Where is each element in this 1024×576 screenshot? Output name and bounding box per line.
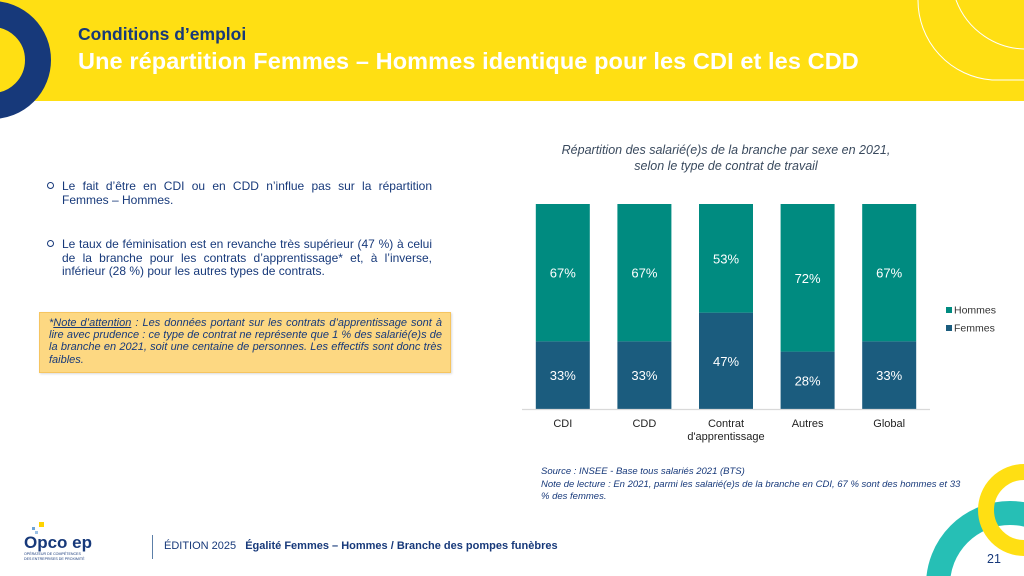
bar-femmes bbox=[780, 351, 835, 409]
bar-femmes bbox=[535, 341, 590, 409]
page-title: Une répartition Femmes – Hommes identiqu… bbox=[78, 48, 859, 74]
footer-subject: Égalité Femmes – Hommes / Branche des po… bbox=[245, 540, 558, 552]
bullet-circle-icon bbox=[47, 240, 54, 247]
opco-ep-logo: Opco ep OPÉRATEUR DE COMPÉTENCES DES ENT… bbox=[24, 522, 92, 561]
x-tick-label: CDD bbox=[632, 418, 656, 430]
logo-square-yellow bbox=[39, 522, 44, 527]
bar-hommes bbox=[780, 204, 835, 352]
section-kicker: Conditions d’emploi bbox=[78, 24, 247, 44]
left-ring-decoration bbox=[0, 1, 51, 119]
note-prefix: * bbox=[49, 317, 54, 329]
bar-hommes bbox=[617, 204, 672, 342]
legend-label: Femmes bbox=[954, 323, 995, 335]
bar-hommes bbox=[535, 204, 590, 342]
logo-text: Opco ep bbox=[24, 533, 92, 552]
source-line: Source : INSEE - Base tous salariés 2021… bbox=[541, 466, 745, 477]
logo-square-blue bbox=[32, 527, 35, 530]
x-tick-label: Autres bbox=[792, 418, 824, 430]
attention-note: *Note d’attention : Les données portant … bbox=[39, 312, 451, 373]
data-label: 53% bbox=[713, 251, 739, 266]
bar-hommes bbox=[862, 204, 917, 342]
footer-edition: ÉDITION 2025 bbox=[164, 540, 237, 552]
data-label: 47% bbox=[713, 354, 739, 369]
legend-label: Hommes bbox=[954, 305, 996, 317]
footer-text: ÉDITION 2025 Égalité Femmes – Hommes / B… bbox=[164, 540, 558, 552]
data-label: 33% bbox=[876, 368, 902, 383]
chart-title: Répartition des salarié(e)s de la branch… bbox=[520, 142, 932, 174]
legend-swatch-femmes bbox=[946, 325, 952, 331]
data-label: 67% bbox=[631, 266, 657, 281]
legend-swatch-hommes bbox=[946, 307, 952, 313]
data-label: 33% bbox=[631, 368, 657, 383]
note-label: Note d’attention bbox=[53, 317, 132, 329]
bullet-item: Le taux de féminisation est en revanche … bbox=[47, 237, 432, 279]
data-label: 28% bbox=[795, 373, 821, 388]
x-tick-label: Contrat bbox=[708, 418, 744, 430]
bullet-item: Le fait d’être en CDI ou en CDD n’influe… bbox=[47, 179, 432, 207]
data-label: 33% bbox=[550, 368, 576, 383]
x-tick-label: CDI bbox=[553, 418, 572, 430]
decorative-arc-lines bbox=[917, 0, 1024, 81]
data-label: 67% bbox=[876, 266, 902, 281]
note-text: : Les données portant sur les contrats d… bbox=[49, 317, 442, 366]
logo-subtext-2: DES ENTREPRISES DE PROXIMITÉ bbox=[24, 556, 85, 561]
data-label: 72% bbox=[795, 271, 821, 286]
bar-femmes bbox=[862, 341, 917, 409]
bullet-circle-icon bbox=[47, 182, 54, 189]
header-banner: Conditions d’emploi Une répartition Femm… bbox=[0, 0, 1024, 101]
bar-femmes bbox=[699, 312, 753, 409]
bar-femmes bbox=[617, 341, 672, 409]
bar-hommes bbox=[699, 204, 753, 313]
footer-divider bbox=[152, 535, 153, 559]
chart-title-line1: Répartition des salarié(e)s de la branch… bbox=[561, 143, 891, 157]
chart-title-line2: selon le type de contrat de travail bbox=[634, 159, 818, 173]
x-tick-label: Global bbox=[873, 418, 905, 430]
page-number: 21 bbox=[987, 552, 1001, 566]
chart-source: Source : INSEE - Base tous salariés 2021… bbox=[541, 466, 971, 504]
bullet-text: Le taux de féminisation est en revanche … bbox=[62, 237, 432, 278]
x-tick-label: d'apprentissage bbox=[687, 431, 764, 443]
bullet-text: Le fait d’être en CDI ou en CDD n’influe… bbox=[62, 179, 432, 207]
logo-square-lightblue bbox=[35, 531, 38, 534]
bullet-list: Le fait d’être en CDI ou en CDD n’influe… bbox=[47, 179, 432, 279]
reading-note: Note de lecture : En 2021, parmi les sal… bbox=[541, 478, 961, 503]
data-label: 67% bbox=[550, 266, 576, 281]
logo-subtext-1: OPÉRATEUR DE COMPÉTENCES bbox=[24, 551, 81, 556]
